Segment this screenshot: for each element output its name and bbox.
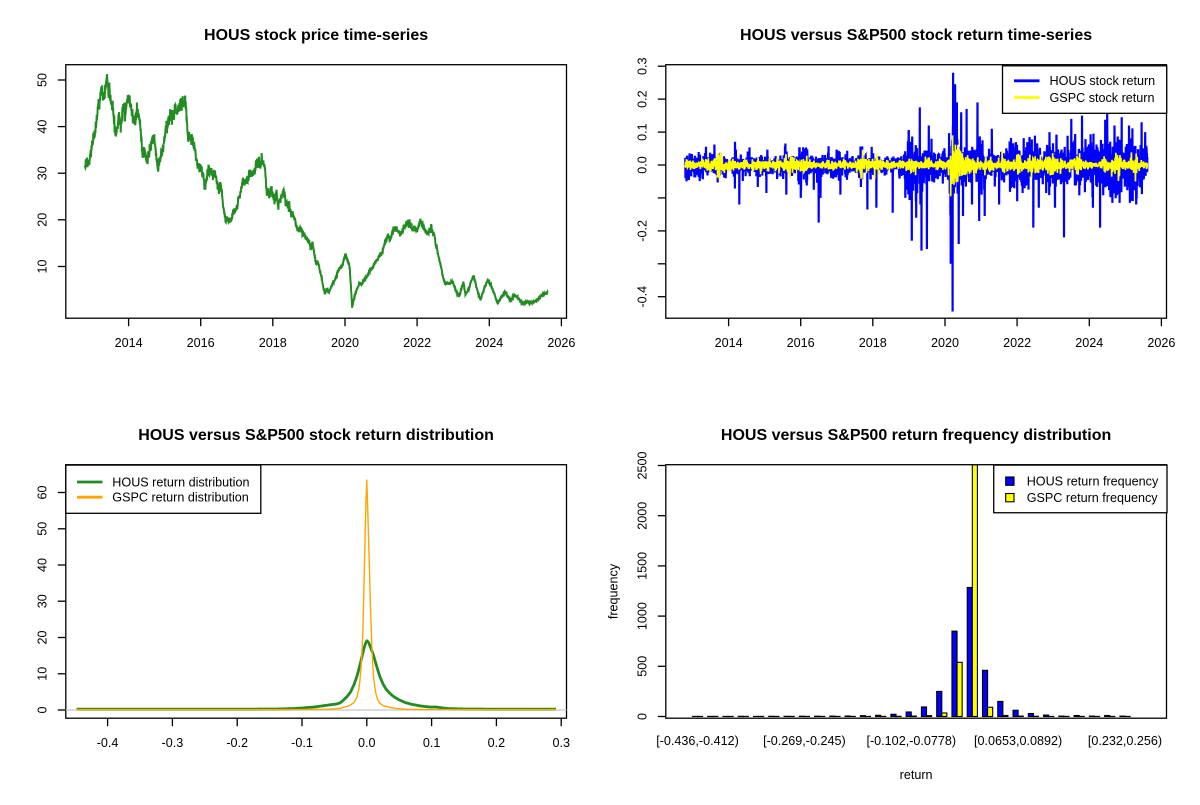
svg-text:2020: 2020 bbox=[931, 336, 959, 350]
svg-text:[-0.436,-0.412): [-0.436,-0.412) bbox=[656, 734, 739, 748]
svg-text:HOUS versus S&P500 stock retur: HOUS versus S&P500 stock return time-ser… bbox=[740, 27, 1092, 44]
svg-text:2020: 2020 bbox=[331, 336, 359, 350]
svg-text:0.1: 0.1 bbox=[636, 123, 650, 141]
svg-text:GSPC return frequency: GSPC return frequency bbox=[1027, 491, 1159, 505]
svg-text:0.3: 0.3 bbox=[636, 57, 650, 75]
svg-text:GSPC stock return: GSPC stock return bbox=[1050, 91, 1155, 105]
svg-text:0.3: 0.3 bbox=[552, 736, 570, 750]
svg-text:HOUS return frequency: HOUS return frequency bbox=[1027, 475, 1159, 489]
svg-text:60: 60 bbox=[36, 485, 50, 499]
svg-text:-0.4: -0.4 bbox=[636, 286, 650, 308]
svg-text:0.1: 0.1 bbox=[423, 736, 441, 750]
svg-text:HOUS stock return: HOUS stock return bbox=[1050, 74, 1156, 88]
svg-text:20: 20 bbox=[36, 630, 50, 644]
svg-text:HOUS stock price time-series: HOUS stock price time-series bbox=[204, 27, 428, 44]
svg-text:0.2: 0.2 bbox=[488, 736, 506, 750]
svg-text:50: 50 bbox=[36, 73, 50, 87]
svg-text:-0.3: -0.3 bbox=[162, 736, 184, 750]
svg-text:50: 50 bbox=[36, 522, 50, 536]
svg-text:HOUS versus S&P500 stock retur: HOUS versus S&P500 stock return distribu… bbox=[138, 427, 494, 444]
svg-text:-0.2: -0.2 bbox=[636, 220, 650, 242]
svg-text:2026: 2026 bbox=[547, 336, 575, 350]
svg-text:2000: 2000 bbox=[636, 502, 650, 530]
svg-text:1000: 1000 bbox=[636, 602, 650, 630]
svg-text:[0.232,0.256): [0.232,0.256) bbox=[1088, 734, 1162, 748]
svg-text:40: 40 bbox=[36, 120, 50, 134]
svg-text:0.0: 0.0 bbox=[358, 736, 376, 750]
svg-text:-0.4: -0.4 bbox=[97, 736, 119, 750]
svg-text:2024: 2024 bbox=[475, 336, 503, 350]
svg-text:0: 0 bbox=[636, 713, 650, 720]
svg-text:2026: 2026 bbox=[1147, 336, 1175, 350]
svg-text:HOUS return distribution: HOUS return distribution bbox=[112, 475, 249, 489]
svg-text:0.0: 0.0 bbox=[636, 156, 650, 174]
svg-text:2014: 2014 bbox=[715, 336, 743, 350]
svg-text:0: 0 bbox=[36, 706, 50, 713]
svg-text:frequency: frequency bbox=[606, 563, 620, 619]
svg-text:10: 10 bbox=[36, 667, 50, 681]
svg-text:2022: 2022 bbox=[403, 336, 431, 350]
svg-text:30: 30 bbox=[36, 166, 50, 180]
svg-text:1500: 1500 bbox=[636, 552, 650, 580]
svg-text:[-0.102,-0.0778): [-0.102,-0.0778) bbox=[866, 734, 956, 748]
svg-text:[-0.269,-0.245): [-0.269,-0.245) bbox=[763, 734, 846, 748]
svg-text:0.2: 0.2 bbox=[636, 90, 650, 108]
svg-text:40: 40 bbox=[36, 558, 50, 572]
svg-text:HOUS versus S&P500 return freq: HOUS versus S&P500 return frequency dist… bbox=[721, 427, 1111, 444]
svg-text:[0.0653,0.0892): [0.0653,0.0892) bbox=[974, 734, 1062, 748]
svg-text:2016: 2016 bbox=[787, 336, 815, 350]
svg-text:20: 20 bbox=[36, 213, 50, 227]
svg-text:500: 500 bbox=[636, 656, 650, 677]
svg-text:2014: 2014 bbox=[115, 336, 143, 350]
svg-text:2016: 2016 bbox=[187, 336, 215, 350]
svg-text:-0.2: -0.2 bbox=[226, 736, 248, 750]
svg-text:2018: 2018 bbox=[259, 336, 287, 350]
svg-text:2018: 2018 bbox=[859, 336, 887, 350]
svg-text:2024: 2024 bbox=[1075, 336, 1103, 350]
svg-text:GSPC return distribution: GSPC return distribution bbox=[112, 491, 249, 505]
svg-text:2500: 2500 bbox=[636, 451, 650, 479]
svg-text:return: return bbox=[900, 768, 933, 782]
svg-text:30: 30 bbox=[36, 594, 50, 608]
svg-text:10: 10 bbox=[36, 259, 50, 273]
svg-text:-0.1: -0.1 bbox=[291, 736, 313, 750]
svg-text:2022: 2022 bbox=[1003, 336, 1031, 350]
